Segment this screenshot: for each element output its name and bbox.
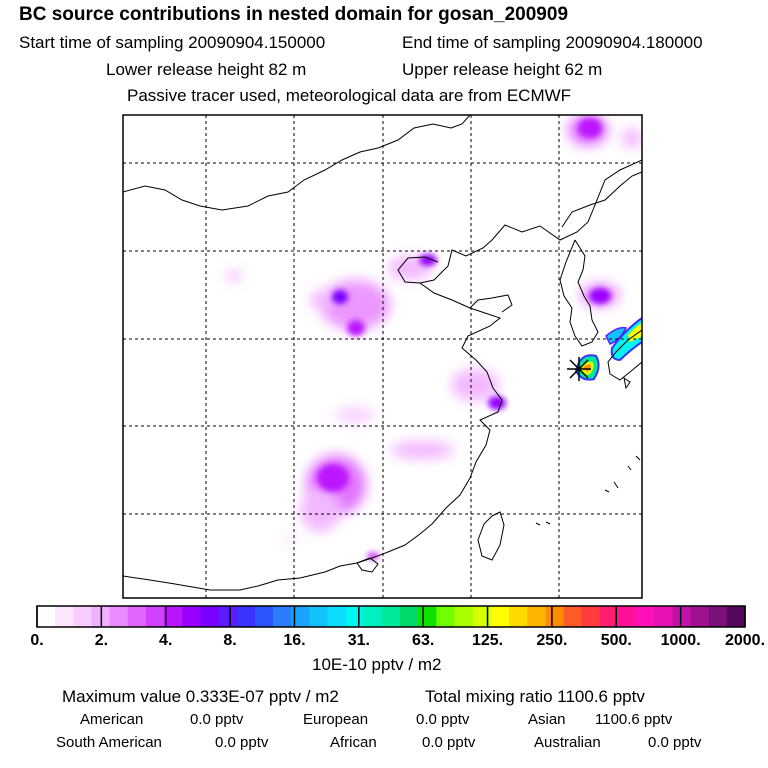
colorbar-tick-label: 250.: [536, 632, 567, 649]
coastline-northeast: [561, 171, 642, 228]
colorbar-tick-label: 8.: [223, 632, 236, 649]
colorbar-cell: [109, 606, 129, 627]
european-label: European: [303, 711, 369, 728]
plume-south-speck: [282, 534, 298, 546]
total-mixing-ratio: Total mixing ratio 1100.6 pptv: [425, 687, 645, 706]
colorbar-cell: [672, 606, 692, 627]
colorbar: [37, 606, 746, 627]
colorbar-cell: [254, 606, 274, 627]
colorbar-tick-label: 63.: [412, 632, 434, 649]
colorbar-ticks: 0. 2. 4. 8. 16. 31. 63. 125. 250. 500. 1000. 2000.: [30, 606, 765, 649]
colorbar-cell: [599, 606, 619, 627]
colorbar-cell: [654, 606, 673, 627]
lower-release-height: Lower release height 82 m: [106, 60, 307, 79]
colorbar-cell: [291, 606, 310, 627]
coastline-bohai: [397, 256, 439, 284]
colorbar-cell: [218, 606, 238, 627]
colorbar-cell: [345, 606, 365, 627]
colorbar-cell: [436, 606, 456, 627]
colorbar-cell: [327, 606, 347, 627]
coastline-south-island: [535, 521, 551, 526]
colorbar-cell: [617, 606, 637, 627]
colorbar-cell: [164, 606, 183, 627]
colorbar-cell: [545, 606, 564, 627]
upper-release-height: Upper release height 62 m: [402, 60, 603, 79]
colorbar-cell: [636, 606, 655, 627]
coastline-korea: [559, 239, 599, 347]
plume-north-china-west: [310, 290, 334, 310]
colorbar-tick-label: 125.: [472, 632, 503, 649]
max-value: Maximum value 0.333E-07 pptv / m2: [62, 687, 339, 706]
american-label: American: [80, 711, 144, 728]
coastline-ryukyu: [604, 455, 641, 493]
colorbar-tick-label: 16.: [283, 632, 305, 649]
coastline-shandong: [469, 294, 513, 313]
colorbar-cell: [472, 606, 492, 627]
colorbar-tick-label: 0.: [30, 632, 43, 649]
colorbar-tick-label: 500.: [601, 632, 632, 649]
colorbar-cell: [200, 606, 220, 627]
colorbar-cell: [37, 606, 56, 627]
colorbar-cell: [708, 606, 728, 627]
colorbar-label: 10E-10 pptv / m2: [312, 655, 442, 674]
colorbar-tick-label: 1000.: [661, 632, 701, 649]
colorbar-cell: [581, 606, 601, 627]
plume-yangtze: [451, 369, 499, 401]
plume-central-band: [390, 441, 454, 459]
african-label: African: [330, 734, 377, 751]
tracer-note: Passive tracer used, meteorological data…: [127, 86, 572, 105]
colorbar-cell: [127, 606, 147, 627]
colorbar-cell: [236, 606, 256, 627]
colorbar-cell: [563, 606, 583, 627]
american-value: 0.0 pptv: [190, 711, 244, 728]
receptor-marker: [567, 357, 591, 381]
coastline-taiwan: [477, 511, 505, 561]
coastline-north: [123, 115, 471, 211]
colorbar-cell: [509, 606, 528, 627]
coastline-japan-small: [623, 376, 631, 390]
colorbar-cell: [273, 606, 292, 627]
australian-label: Australian: [534, 734, 601, 751]
plume-west-speck: [227, 270, 241, 282]
south-american-value: 0.0 pptv: [215, 734, 269, 751]
colorbar-tick-label: 4.: [159, 632, 172, 649]
coastline-hainan: [356, 557, 379, 573]
graticule: [123, 115, 642, 598]
asian-label: Asian: [528, 711, 566, 728]
colorbar-cell: [726, 606, 746, 627]
asian-value: 1100.6 pptv: [595, 711, 673, 728]
colorbar-cell: [400, 606, 419, 627]
european-value: 0.0 pptv: [416, 711, 470, 728]
colorbar-cell: [418, 606, 437, 627]
start-time: Start time of sampling 20090904.150000: [19, 33, 326, 52]
plume-middle: [335, 407, 375, 423]
colorbar-cell: [527, 606, 546, 627]
chart-title: BC source contributions in nested domain…: [19, 4, 569, 25]
colorbar-cell: [73, 606, 92, 627]
colorbar-cell: [182, 606, 201, 627]
colorbar-cell: [454, 606, 474, 627]
colorbar-cell: [309, 606, 328, 627]
south-american-label: South American: [56, 734, 162, 751]
colorbar-cell: [55, 606, 74, 627]
colorbar-tick-label: 2.: [95, 632, 108, 649]
plume-south-tail: [300, 488, 340, 532]
colorbar-tick-label: 2000.: [725, 632, 765, 649]
coastline-china: [123, 159, 642, 591]
coastline-japan: [607, 329, 642, 381]
colorbar-tick-label: 31.: [348, 632, 370, 649]
australian-value: 0.0 pptv: [648, 734, 702, 751]
african-value: 0.0 pptv: [422, 734, 476, 751]
map-frame: [122, 114, 643, 599]
colorbar-cell: [690, 606, 710, 627]
colorbar-cell: [490, 606, 510, 627]
colorbar-cell: [381, 606, 401, 627]
plume-top-right: [622, 128, 642, 148]
colorbar-cell: [145, 606, 165, 627]
end-time: End time of sampling 20090904.180000: [402, 33, 703, 52]
colorbar-cell: [363, 606, 383, 627]
